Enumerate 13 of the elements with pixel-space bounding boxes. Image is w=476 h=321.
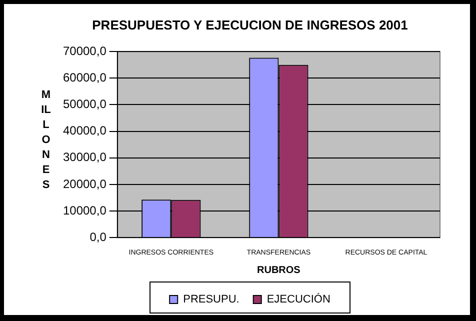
y-tick-label: 10000,0 bbox=[62, 203, 107, 218]
y-tick-label: 20000,0 bbox=[62, 176, 107, 191]
y-tick-label: 0,0 bbox=[90, 230, 107, 244]
y-tick-label: 40000,0 bbox=[62, 124, 107, 138]
y-tick-label: 60000,0 bbox=[62, 70, 107, 84]
y-axis-title: MILLONES bbox=[40, 88, 52, 193]
x-axis-title: RUBROS bbox=[257, 264, 301, 276]
y-tick-label: 50000,0 bbox=[62, 97, 107, 112]
y-tick-label: 70000,0 bbox=[62, 44, 107, 58]
y-tick-label: 30000,0 bbox=[62, 150, 107, 164]
legend-label: EJECUCIÓN bbox=[266, 292, 330, 306]
chart-title: PRESUPUESTO Y EJECUCION DE INGRESOS 2001 bbox=[92, 17, 408, 32]
legend-label: PRESUPU. bbox=[183, 294, 240, 306]
